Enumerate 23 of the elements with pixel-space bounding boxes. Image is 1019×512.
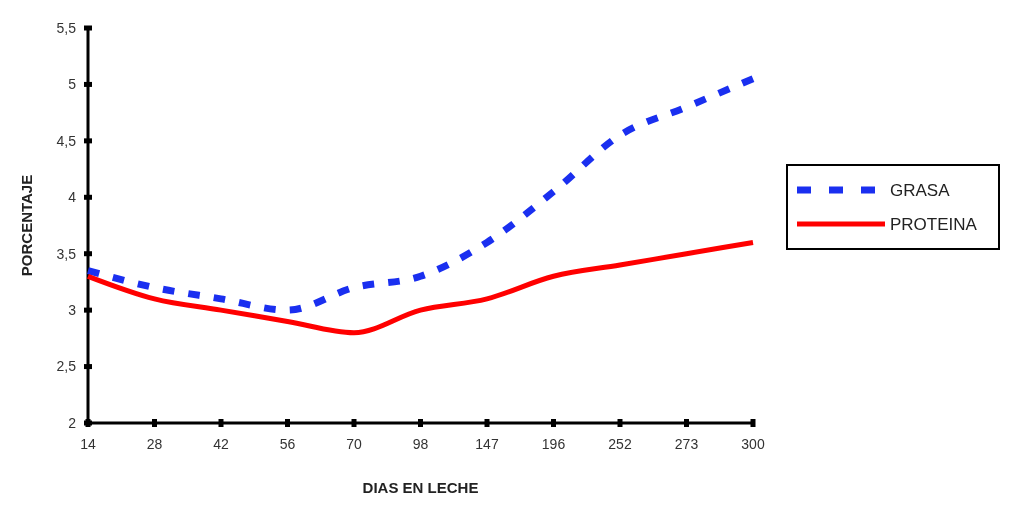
y-tick-label: 4: [68, 189, 77, 206]
x-tick-label: 300: [741, 436, 765, 452]
y-tick-label: 2,5: [56, 358, 77, 375]
x-axis-title: DIAS EN LECHE: [362, 479, 479, 496]
x-tick-label: 56: [279, 436, 296, 452]
x-tick-label: 147: [475, 436, 499, 452]
x-tick-label: 98: [412, 436, 429, 452]
y-tick-label: 3,5: [56, 245, 77, 262]
x-tick-label: 196: [541, 436, 566, 452]
x-tick-label: 42: [213, 436, 229, 452]
text: GRASA: [890, 180, 951, 200]
y-tick-label: 4,5: [56, 132, 77, 149]
x-tick-label: 14: [80, 436, 96, 452]
y-tick-label: 3: [68, 302, 77, 319]
text: PROTEINA: [890, 214, 978, 234]
x-tick-label: 252: [608, 436, 632, 452]
x-tick-label: 70: [346, 436, 362, 452]
y-axis-title: PORCENTAJE: [18, 174, 35, 277]
y-tick-label: 5: [68, 76, 77, 93]
x-tick-label: 28: [146, 436, 163, 452]
y-tick-label: 2: [68, 414, 77, 431]
y-tick-label: 5,5: [56, 19, 77, 36]
x-tick-label: 273: [674, 436, 699, 452]
